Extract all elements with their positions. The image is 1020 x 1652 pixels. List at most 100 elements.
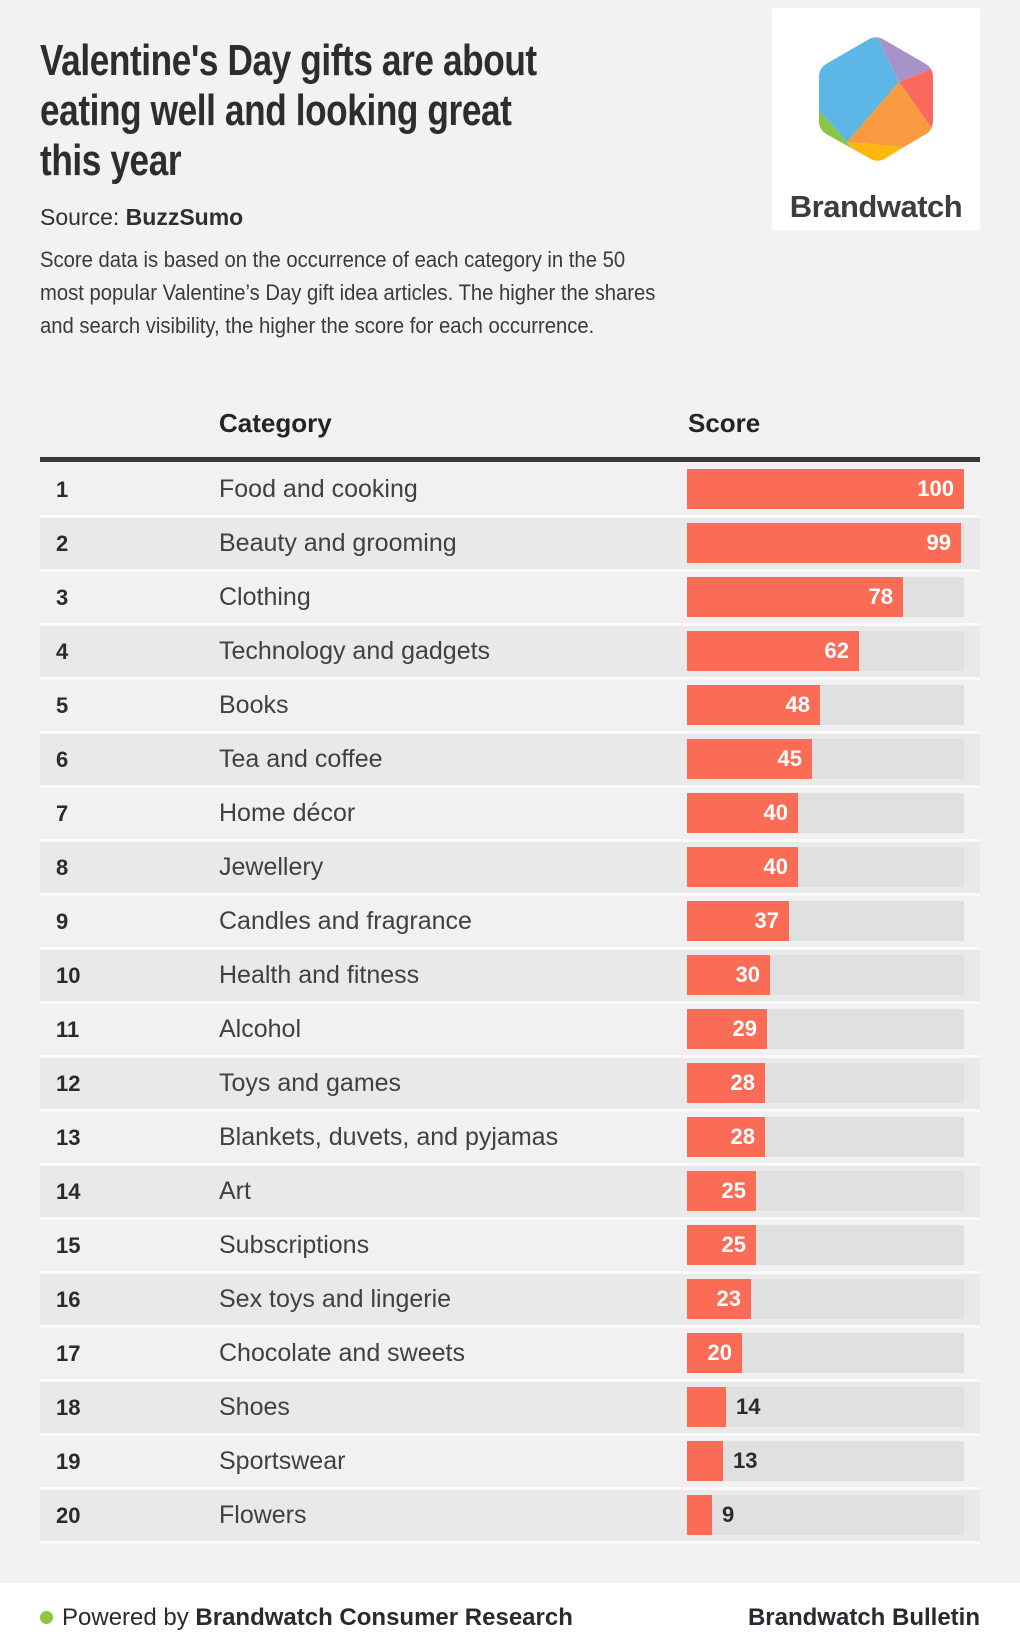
- row-bar: 30: [687, 955, 770, 995]
- table-row: 2 Beauty and grooming 99: [40, 518, 980, 572]
- row-rank: 3: [56, 584, 69, 610]
- score-bar-track: 78: [687, 577, 964, 617]
- row-rank: 6: [56, 746, 69, 772]
- row-bar: 40: [687, 793, 798, 833]
- row-rank: 15: [56, 1232, 81, 1258]
- table-row: 3 Clothing 78: [40, 572, 980, 626]
- logo-card: Brandwatch: [772, 8, 980, 230]
- title-line-2: eating well and looking great: [40, 86, 512, 135]
- score-bar-track: 28: [687, 1063, 964, 1103]
- table-row: 9 Candles and fragrance 37: [40, 896, 980, 950]
- row-bar: 45: [687, 739, 812, 779]
- row-bar: 20: [687, 1333, 742, 1373]
- table-row: 6 Tea and coffee 45: [40, 734, 980, 788]
- row-rank: 2: [56, 530, 69, 556]
- row-category: Toys and games: [219, 1069, 402, 1097]
- score-bar-track: 23: [687, 1279, 964, 1319]
- row-bar: 25: [687, 1225, 756, 1265]
- powered-by-dot-icon: [40, 1611, 53, 1624]
- row-score-outside: 14: [736, 1394, 761, 1419]
- row-bar: 40: [687, 847, 798, 887]
- row-category: Flowers: [219, 1501, 307, 1529]
- score-bar-track: 99: [687, 523, 964, 563]
- score-bar-track: 62: [687, 631, 964, 671]
- chart-rows: 1 Food and cooking 100 2 Beauty and groo…: [40, 464, 980, 1544]
- row-rank: 9: [56, 908, 69, 934]
- row-score-inside: 100: [917, 476, 954, 501]
- table-row: 8 Jewellery 40: [40, 842, 980, 896]
- source-value: BuzzSumo: [125, 204, 244, 230]
- table-row: 5 Books 48: [40, 680, 980, 734]
- row-score-inside: 48: [785, 692, 810, 717]
- logo-facet-purple: [876, 37, 933, 82]
- logo-facet-blue: [819, 37, 899, 142]
- score-bar-track: 100: [687, 469, 964, 509]
- description-line-1: Score data is based on the occurrence of…: [40, 247, 626, 272]
- row-category: Shoes: [219, 1393, 290, 1421]
- score-bar-track: 40: [687, 847, 964, 887]
- row-score-inside: 25: [721, 1232, 746, 1257]
- footer-bar: Powered by Brandwatch Consumer Research …: [0, 1583, 1020, 1652]
- row-score-inside: 62: [824, 638, 849, 663]
- row-score-inside: 78: [868, 584, 893, 609]
- title-line-1: Valentine's Day gifts are about: [40, 36, 537, 85]
- row-category: Candles and fragrance: [219, 907, 472, 935]
- row-score-inside: 28: [730, 1070, 755, 1095]
- powered-by-prefix: Powered by: [62, 1603, 196, 1631]
- logo-facet-yellow: [847, 142, 904, 161]
- row-rank: 13: [56, 1124, 81, 1150]
- score-bar-track: 14: [687, 1387, 964, 1427]
- row-category: Health and fitness: [219, 961, 420, 989]
- row-bar: 29: [687, 1009, 767, 1049]
- row-score-inside: 29: [732, 1016, 757, 1041]
- table-row: 7 Home décor 40: [40, 788, 980, 842]
- row-bar: [687, 1495, 712, 1535]
- row-rank: 1: [56, 476, 69, 502]
- source-line: Source: BuzzSumo: [40, 204, 243, 231]
- row-category: Home décor: [219, 799, 356, 827]
- row-category: Food and cooking: [219, 475, 418, 503]
- row-score-inside: 45: [777, 746, 802, 771]
- row-score-inside: 28: [730, 1124, 755, 1149]
- table-row: 12 Toys and games 28: [40, 1058, 980, 1112]
- bulletin-text: Brandwatch Bulletin: [747, 1603, 980, 1631]
- row-bar: 100: [687, 469, 964, 509]
- row-score-inside: 25: [721, 1178, 746, 1203]
- row-score-inside: 20: [707, 1340, 732, 1365]
- row-bar: [687, 1387, 726, 1427]
- row-bar: [687, 1441, 723, 1481]
- row-bar: 23: [687, 1279, 751, 1319]
- table-row: 15 Subscriptions 25: [40, 1220, 980, 1274]
- column-header-score: Score: [688, 408, 761, 438]
- table-row: 19 Sportswear 13: [40, 1436, 980, 1490]
- table-row: 1 Food and cooking 100: [40, 464, 980, 518]
- brandwatch-logo-icon: [819, 37, 933, 161]
- row-score-outside: 9: [722, 1502, 735, 1527]
- row-category: Art: [219, 1177, 251, 1205]
- row-rank: 7: [56, 800, 69, 826]
- score-bar-track: 13: [687, 1441, 964, 1481]
- row-rank: 19: [56, 1448, 81, 1474]
- row-category: Chocolate and sweets: [219, 1339, 465, 1367]
- logo-facet-orange: [847, 82, 933, 147]
- row-rank: 5: [56, 692, 69, 718]
- score-bar-track: 29: [687, 1009, 964, 1049]
- row-category: Books: [219, 691, 289, 719]
- powered-by-brand: Brandwatch Consumer Research: [195, 1603, 573, 1631]
- row-category: Alcohol: [219, 1015, 301, 1043]
- score-bar-track: 25: [687, 1225, 964, 1265]
- row-category: Sportswear: [219, 1447, 346, 1475]
- row-rank: 12: [56, 1070, 81, 1096]
- row-rank: 16: [56, 1286, 81, 1312]
- row-bar: 99: [687, 523, 961, 563]
- row-category: Sex toys and lingerie: [219, 1285, 452, 1313]
- row-category: Technology and gadgets: [219, 637, 491, 665]
- row-score-inside: 23: [716, 1286, 741, 1311]
- row-category: Subscriptions: [219, 1231, 370, 1259]
- row-rank: 4: [56, 638, 69, 664]
- logo-wordmark: Brandwatch: [789, 189, 963, 224]
- score-bar-track: 37: [687, 901, 964, 941]
- row-bar: 62: [687, 631, 859, 671]
- row-bar: 48: [687, 685, 820, 725]
- row-category: Blankets, duvets, and pyjamas: [219, 1123, 559, 1151]
